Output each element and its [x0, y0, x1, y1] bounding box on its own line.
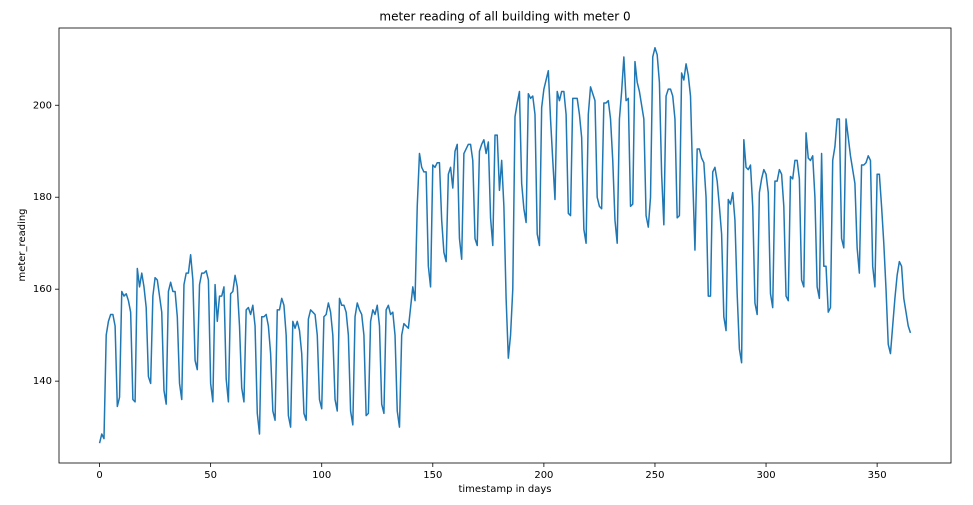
y-tick-label: 160 — [33, 284, 52, 295]
x-axis-label: timestamp in days — [458, 484, 551, 495]
chart-title: meter reading of all building with meter… — [379, 10, 630, 24]
x-tick-label: 350 — [868, 470, 887, 481]
y-tick-label: 140 — [33, 376, 52, 387]
y-tick-label: 200 — [33, 100, 52, 111]
x-tick-label: 0 — [96, 470, 102, 481]
x-tick-label: 50 — [204, 470, 217, 481]
x-tick-label: 250 — [645, 470, 664, 481]
y-tick-label: 180 — [33, 192, 52, 203]
plot-frame — [58, 27, 952, 464]
data-line — [98, 47, 912, 444]
x-tick-label: 300 — [756, 470, 775, 481]
x-tick-label: 150 — [423, 470, 442, 481]
y-axis-label: meter_reading — [17, 208, 28, 281]
x-tick-label: 100 — [312, 470, 331, 481]
x-tick-label: 200 — [534, 470, 553, 481]
